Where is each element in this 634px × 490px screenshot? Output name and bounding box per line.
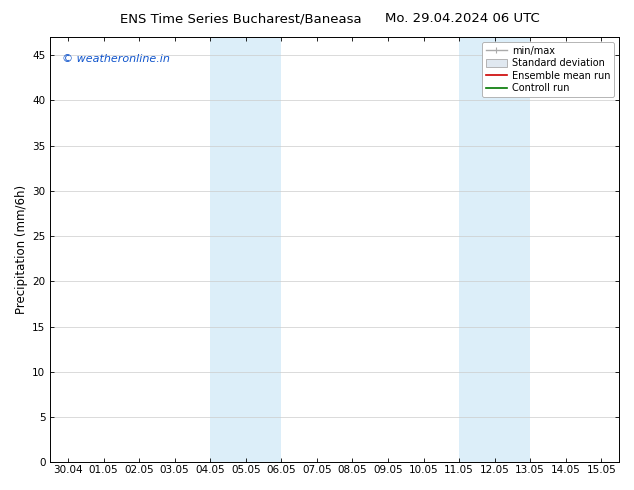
Text: Mo. 29.04.2024 06 UTC: Mo. 29.04.2024 06 UTC bbox=[385, 12, 540, 25]
Bar bbox=[210, 37, 281, 462]
Text: ENS Time Series Bucharest/Baneasa: ENS Time Series Bucharest/Baneasa bbox=[120, 12, 362, 25]
Bar bbox=[459, 37, 530, 462]
Legend: min/max, Standard deviation, Ensemble mean run, Controll run: min/max, Standard deviation, Ensemble me… bbox=[482, 42, 614, 97]
Text: © weatheronline.in: © weatheronline.in bbox=[61, 54, 169, 64]
Y-axis label: Precipitation (mm/6h): Precipitation (mm/6h) bbox=[15, 185, 28, 314]
